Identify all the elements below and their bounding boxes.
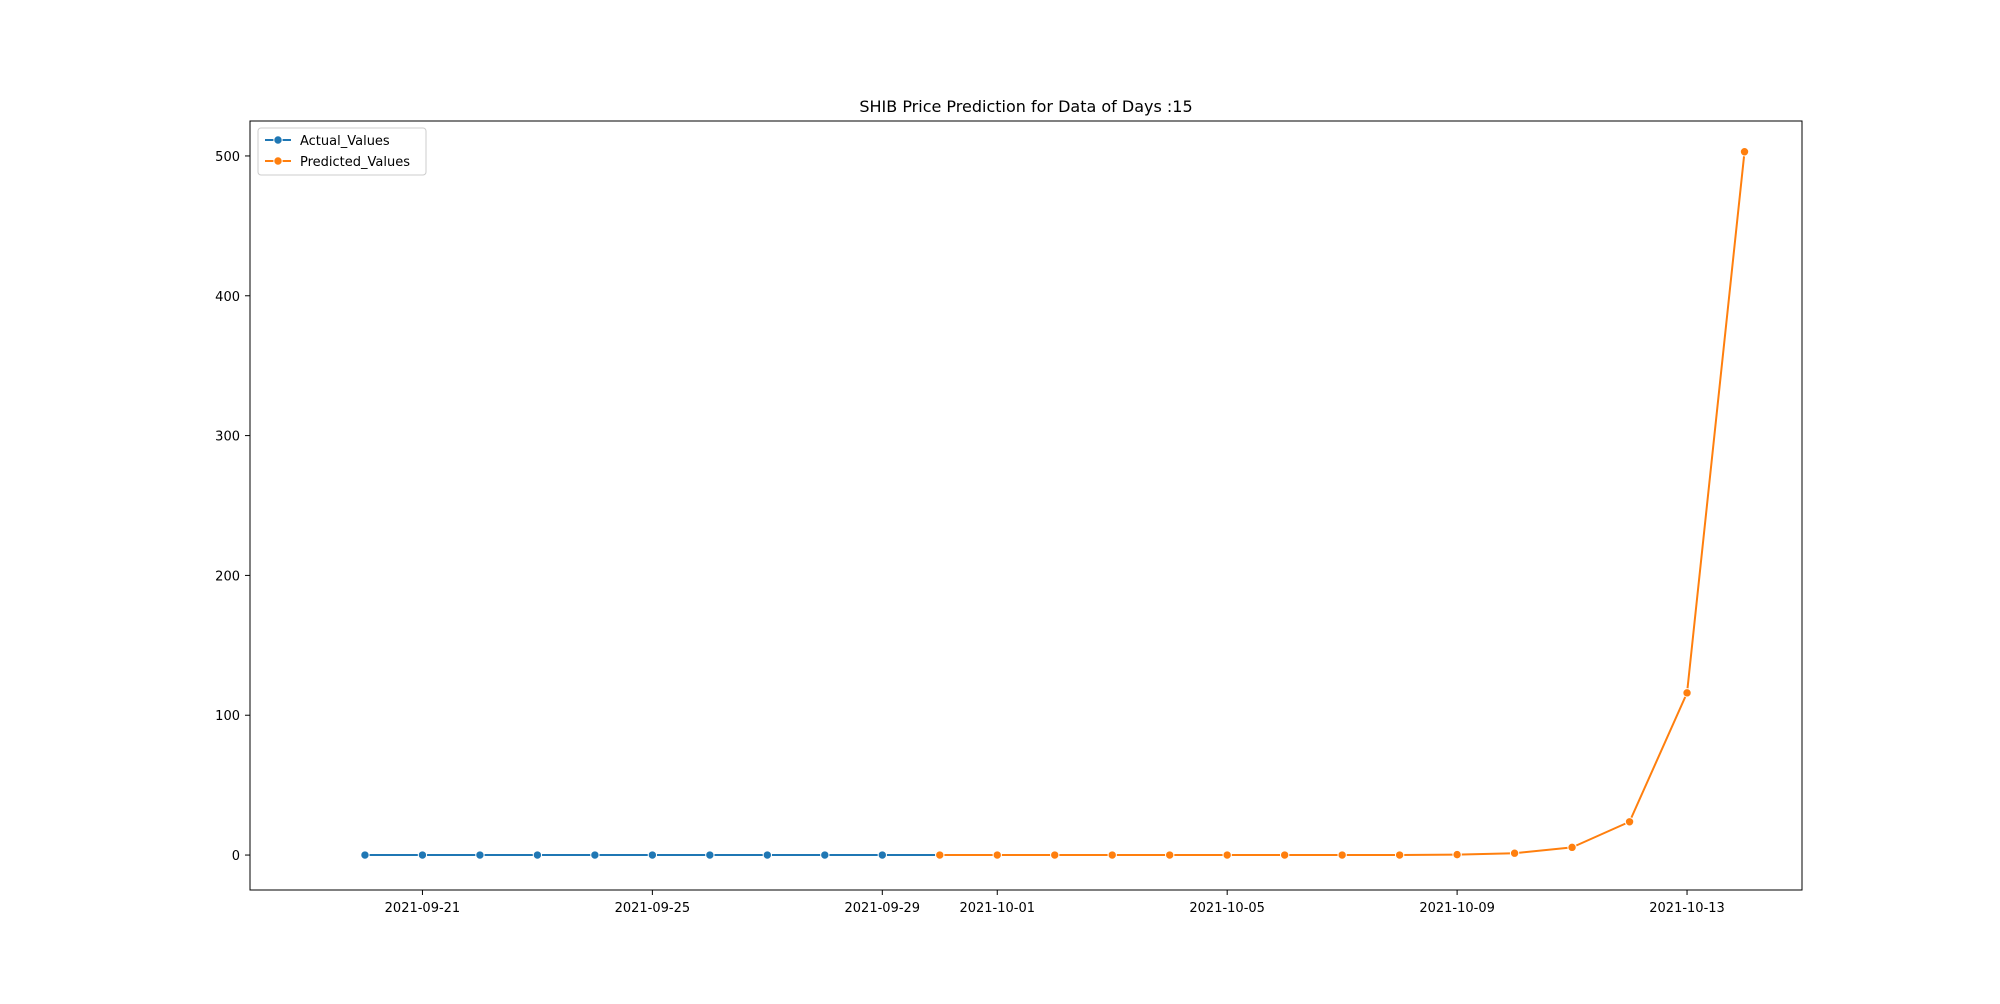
data-point-predicted-values-5 [1222,850,1232,860]
legend-label-predicted-values: Predicted_Values [300,155,410,170]
x-tick-label: 2021-10-05 [1189,901,1265,916]
data-point-predicted-values-9 [1452,849,1462,860]
chart-title: SHIB Price Prediction for Data of Days :… [859,97,1192,116]
axes: 2021-09-21 2021-09-25 2021-09-29 2021-10-01… [215,120,1803,916]
data-point-predicted-values-13 [1682,688,1692,698]
plot-frame [249,120,1803,891]
data-point-predicted-values-3 [1107,850,1117,860]
data-point-actual-values-6 [705,850,715,860]
data-point-actual-values-5 [647,850,658,860]
y-tick-label: 100 [215,709,240,724]
data-point-predicted-values-8 [1394,850,1405,860]
data-point-predicted-values-4 [1165,850,1175,860]
x-tick-label: 2021-09-25 [615,901,691,916]
data-point-actual-values-3 [532,850,543,860]
data-point-predicted-values-6 [1279,850,1290,860]
data-point-actual-values-7 [762,850,773,860]
legend-marker-actual-values [273,135,283,145]
data-point-predicted-values-1 [992,850,1002,860]
legend-box [257,127,427,176]
y-tick-label: 300 [215,430,240,445]
data-point-predicted-values-11 [1567,842,1577,853]
data-point-actual-values-0 [360,850,370,860]
x-tick-label: 2021-09-29 [845,901,921,916]
y-tick-label: 200 [215,569,240,584]
x-tick-label: 2021-09-21 [385,901,461,916]
y-tick-label: 500 [215,150,240,165]
data-point-predicted-values-14 [1739,147,1750,157]
data-point-actual-values-4 [590,850,600,860]
legend: Actual_Values Predicted_Values [257,127,427,176]
data-point-predicted-values-2 [1050,850,1060,860]
y-tick-label: 0 [232,849,240,864]
legend-marker-predicted-values [273,156,283,166]
data-point-actual-values-1 [417,850,428,860]
x-tick-label: 2021-10-13 [1649,901,1725,916]
data-point-predicted-values-0 [935,850,945,860]
data-point-actual-values-2 [475,850,485,860]
data-point-actual-values-9 [877,850,887,860]
data-point-predicted-values-12 [1624,817,1635,827]
plot-area [360,147,1750,860]
y-tick-label: 400 [215,290,240,305]
x-tick-label: 2021-10-09 [1419,901,1495,916]
x-tick-label: 2021-10-01 [959,901,1035,916]
data-point-predicted-values-7 [1337,850,1347,860]
legend-label-actual-values: Actual_Values [300,134,390,149]
data-point-actual-values-8 [820,850,830,860]
data-point-predicted-values-10 [1509,848,1520,858]
